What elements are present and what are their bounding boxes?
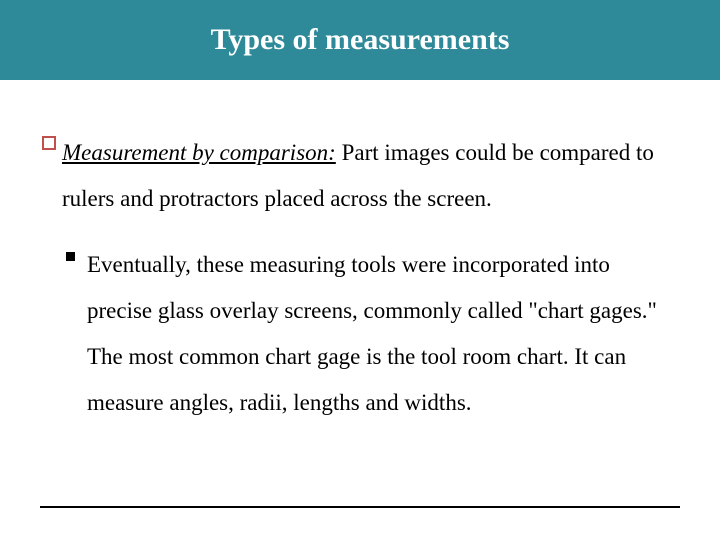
bullet-outline-square-icon [42,136,56,150]
bullet-solid-square-icon [66,252,75,261]
bottom-divider [40,506,680,508]
slide-title: Types of measurements [211,23,510,57]
bullet-item-2-text: Eventually, these measuring tools were i… [87,242,678,426]
slide-body: Measurement by comparison: Part images c… [0,80,720,426]
bullet-item-2: Eventually, these measuring tools were i… [42,242,678,426]
slide-header: Types of measurements [0,0,720,80]
bullet-item-1-text: Measurement by comparison: Part images c… [62,130,678,222]
slide: Types of measurements Measurement by com… [0,0,720,540]
bullet-item-1: Measurement by comparison: Part images c… [42,130,678,222]
bullet-item-1-lead: Measurement by comparison: [62,140,336,165]
